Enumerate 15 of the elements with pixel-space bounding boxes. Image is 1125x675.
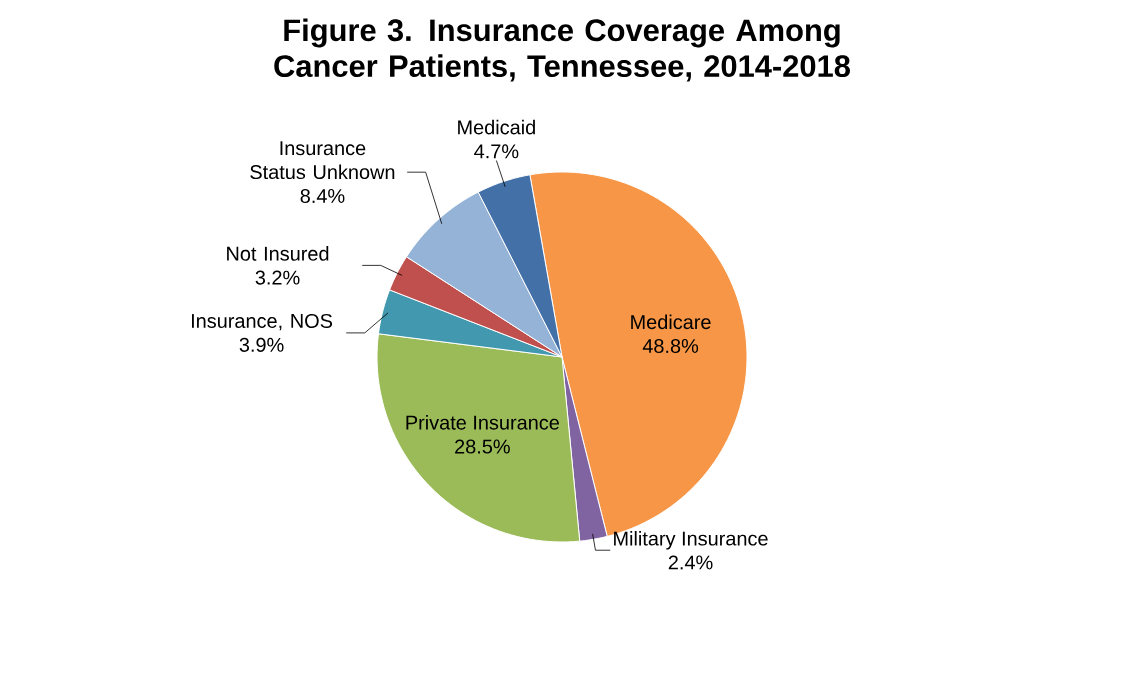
data-label: 2.4% xyxy=(668,555,713,570)
data-label: 3.2% xyxy=(255,270,300,285)
slice-label: Insurance, NOS xyxy=(191,313,333,331)
slice-label: Medicaid xyxy=(458,119,535,135)
slice-label: Not Insured xyxy=(227,246,329,261)
slice-label: Private Insurance xyxy=(406,415,559,430)
data-label: 4.7% xyxy=(474,144,519,159)
data-label: 48.8% xyxy=(642,338,699,354)
data-label: 8.4% xyxy=(300,188,345,204)
chart-title: Figure 3. Insurance Coverage Among Cancer Patients, Tennessee, 2014-2018 xyxy=(274,18,850,82)
slice-label: Military Insurance xyxy=(614,531,768,550)
slice-label: Medicare xyxy=(631,314,711,330)
slice-label: Insurance Status Unknown xyxy=(250,141,395,180)
data-label: 28.5% xyxy=(455,439,510,454)
data-label: 3.9% xyxy=(239,337,284,352)
